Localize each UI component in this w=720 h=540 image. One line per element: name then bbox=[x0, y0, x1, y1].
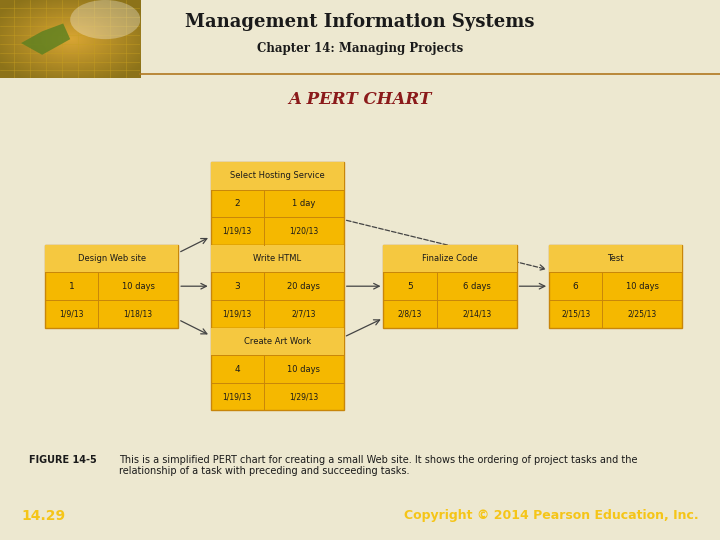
Text: 6: 6 bbox=[573, 282, 578, 291]
Text: Design Web site: Design Web site bbox=[78, 254, 145, 263]
Text: 10 days: 10 days bbox=[287, 364, 320, 374]
Text: Create Art Work: Create Art Work bbox=[243, 337, 311, 346]
Text: 2/15/13: 2/15/13 bbox=[561, 309, 590, 318]
FancyBboxPatch shape bbox=[549, 245, 683, 328]
Text: 10 days: 10 days bbox=[122, 282, 155, 291]
FancyBboxPatch shape bbox=[210, 245, 344, 328]
Text: 4: 4 bbox=[235, 364, 240, 374]
Bar bbox=[549, 245, 683, 272]
Text: 1/20/13: 1/20/13 bbox=[289, 226, 318, 235]
Bar bbox=[210, 328, 344, 355]
Text: 2/14/13: 2/14/13 bbox=[462, 309, 491, 318]
FancyBboxPatch shape bbox=[210, 162, 344, 245]
Text: This is a simplified PERT chart for creating a small Web site. It shows the orde: This is a simplified PERT chart for crea… bbox=[119, 455, 637, 476]
Text: 10 days: 10 days bbox=[626, 282, 659, 291]
Text: 1/29/13: 1/29/13 bbox=[289, 392, 318, 401]
Text: 1/9/13: 1/9/13 bbox=[59, 309, 84, 318]
Text: 6 days: 6 days bbox=[463, 282, 490, 291]
Ellipse shape bbox=[71, 0, 140, 39]
Text: Write HTML: Write HTML bbox=[253, 254, 301, 263]
Text: 1/19/13: 1/19/13 bbox=[222, 226, 252, 235]
Text: 5: 5 bbox=[408, 282, 413, 291]
Text: 3: 3 bbox=[235, 282, 240, 291]
Text: 1/19/13: 1/19/13 bbox=[222, 392, 252, 401]
Text: 1/19/13: 1/19/13 bbox=[222, 309, 252, 318]
Text: A PERT CHART: A PERT CHART bbox=[288, 91, 432, 109]
Text: 20 days: 20 days bbox=[287, 282, 320, 291]
Text: 2/8/13: 2/8/13 bbox=[398, 309, 422, 318]
Text: 1 day: 1 day bbox=[292, 199, 315, 208]
Text: Test: Test bbox=[608, 254, 624, 263]
Text: FIGURE 14-5: FIGURE 14-5 bbox=[29, 455, 96, 465]
Polygon shape bbox=[21, 23, 71, 55]
Text: 14.29: 14.29 bbox=[22, 509, 66, 523]
Text: Finalize Code: Finalize Code bbox=[422, 254, 478, 263]
Text: 1/18/13: 1/18/13 bbox=[124, 309, 153, 318]
Bar bbox=[383, 245, 517, 272]
Text: 2: 2 bbox=[235, 199, 240, 208]
FancyBboxPatch shape bbox=[383, 245, 517, 328]
Text: Select Hosting Service: Select Hosting Service bbox=[230, 171, 325, 180]
Text: Copyright © 2014 Pearson Education, Inc.: Copyright © 2014 Pearson Education, Inc. bbox=[404, 509, 698, 522]
Bar bbox=[210, 245, 344, 272]
Bar bbox=[210, 162, 344, 190]
Text: 2/25/13: 2/25/13 bbox=[628, 309, 657, 318]
Bar bbox=[45, 245, 179, 272]
FancyBboxPatch shape bbox=[45, 245, 179, 328]
FancyBboxPatch shape bbox=[210, 328, 344, 410]
Text: Chapter 14: Managing Projects: Chapter 14: Managing Projects bbox=[257, 42, 463, 55]
Text: 1: 1 bbox=[69, 282, 74, 291]
Text: 2/7/13: 2/7/13 bbox=[292, 309, 316, 318]
Text: Management Information Systems: Management Information Systems bbox=[185, 13, 535, 31]
